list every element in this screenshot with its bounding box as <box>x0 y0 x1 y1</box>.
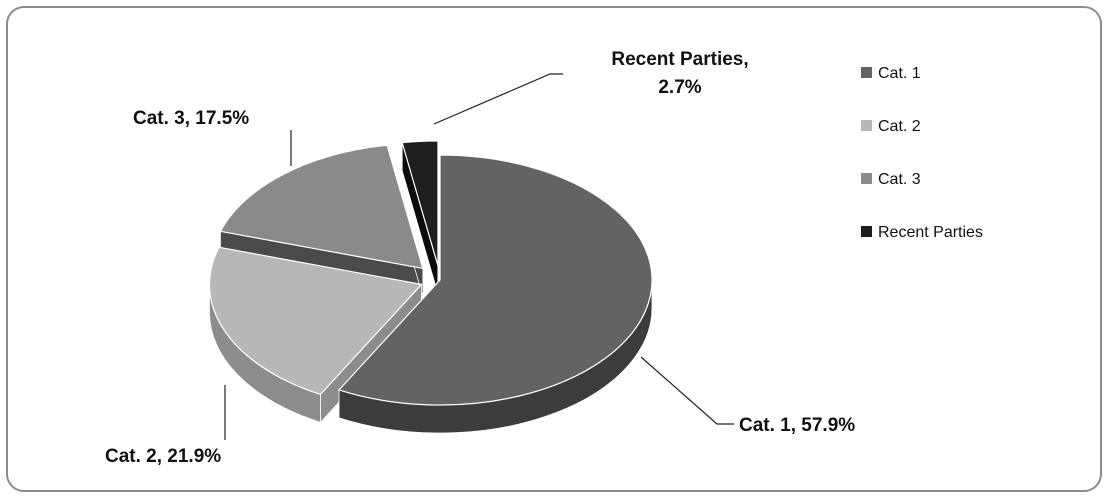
legend-swatch-cat2 <box>861 120 872 131</box>
legend-label-cat3: Cat. 3 <box>878 171 921 188</box>
legend-label-cat2: Cat. 2 <box>878 118 921 135</box>
data-label-cat3: Cat. 3, 17.5% <box>133 108 249 129</box>
leader-line-cat1 <box>640 356 734 425</box>
legend-item-recent-parties: Recent Parties <box>861 224 983 241</box>
data-label-cat2: Cat. 2, 21.9% <box>105 446 221 467</box>
pie-slice-cat2 <box>208 246 423 396</box>
pie-slice-cat3 <box>219 144 424 270</box>
legend-swatch-cat1 <box>861 67 872 78</box>
data-label-recent-line1: Recent Parties, <box>611 49 748 70</box>
pie-slice-recent-parties <box>401 140 439 267</box>
legend-item-cat1: Cat. 1 <box>861 65 921 82</box>
legend-label-recent-parties: Recent Parties <box>878 224 983 241</box>
legend-item-cat2: Cat. 2 <box>861 118 921 135</box>
legend: Cat. 1 Cat. 2 Cat. 3 Recent Parties <box>861 65 983 241</box>
pie-slice-cat1 <box>337 154 653 406</box>
data-label-cat1: Cat. 1, 57.9% <box>739 415 855 436</box>
legend-label-cat1: Cat. 1 <box>878 65 921 82</box>
legend-swatch-cat3 <box>861 173 872 184</box>
leader-line-recent <box>433 73 563 125</box>
legend-item-cat3: Cat. 3 <box>861 171 921 188</box>
data-label-recent-line2: 2.7% <box>658 77 701 98</box>
leader-lines <box>224 73 734 440</box>
pie-slices <box>208 140 653 434</box>
data-labels: Cat. 1, 57.9% Cat. 2, 21.9% Cat. 3, 17.5… <box>105 49 855 467</box>
legend-swatch-recent-parties <box>861 226 872 237</box>
